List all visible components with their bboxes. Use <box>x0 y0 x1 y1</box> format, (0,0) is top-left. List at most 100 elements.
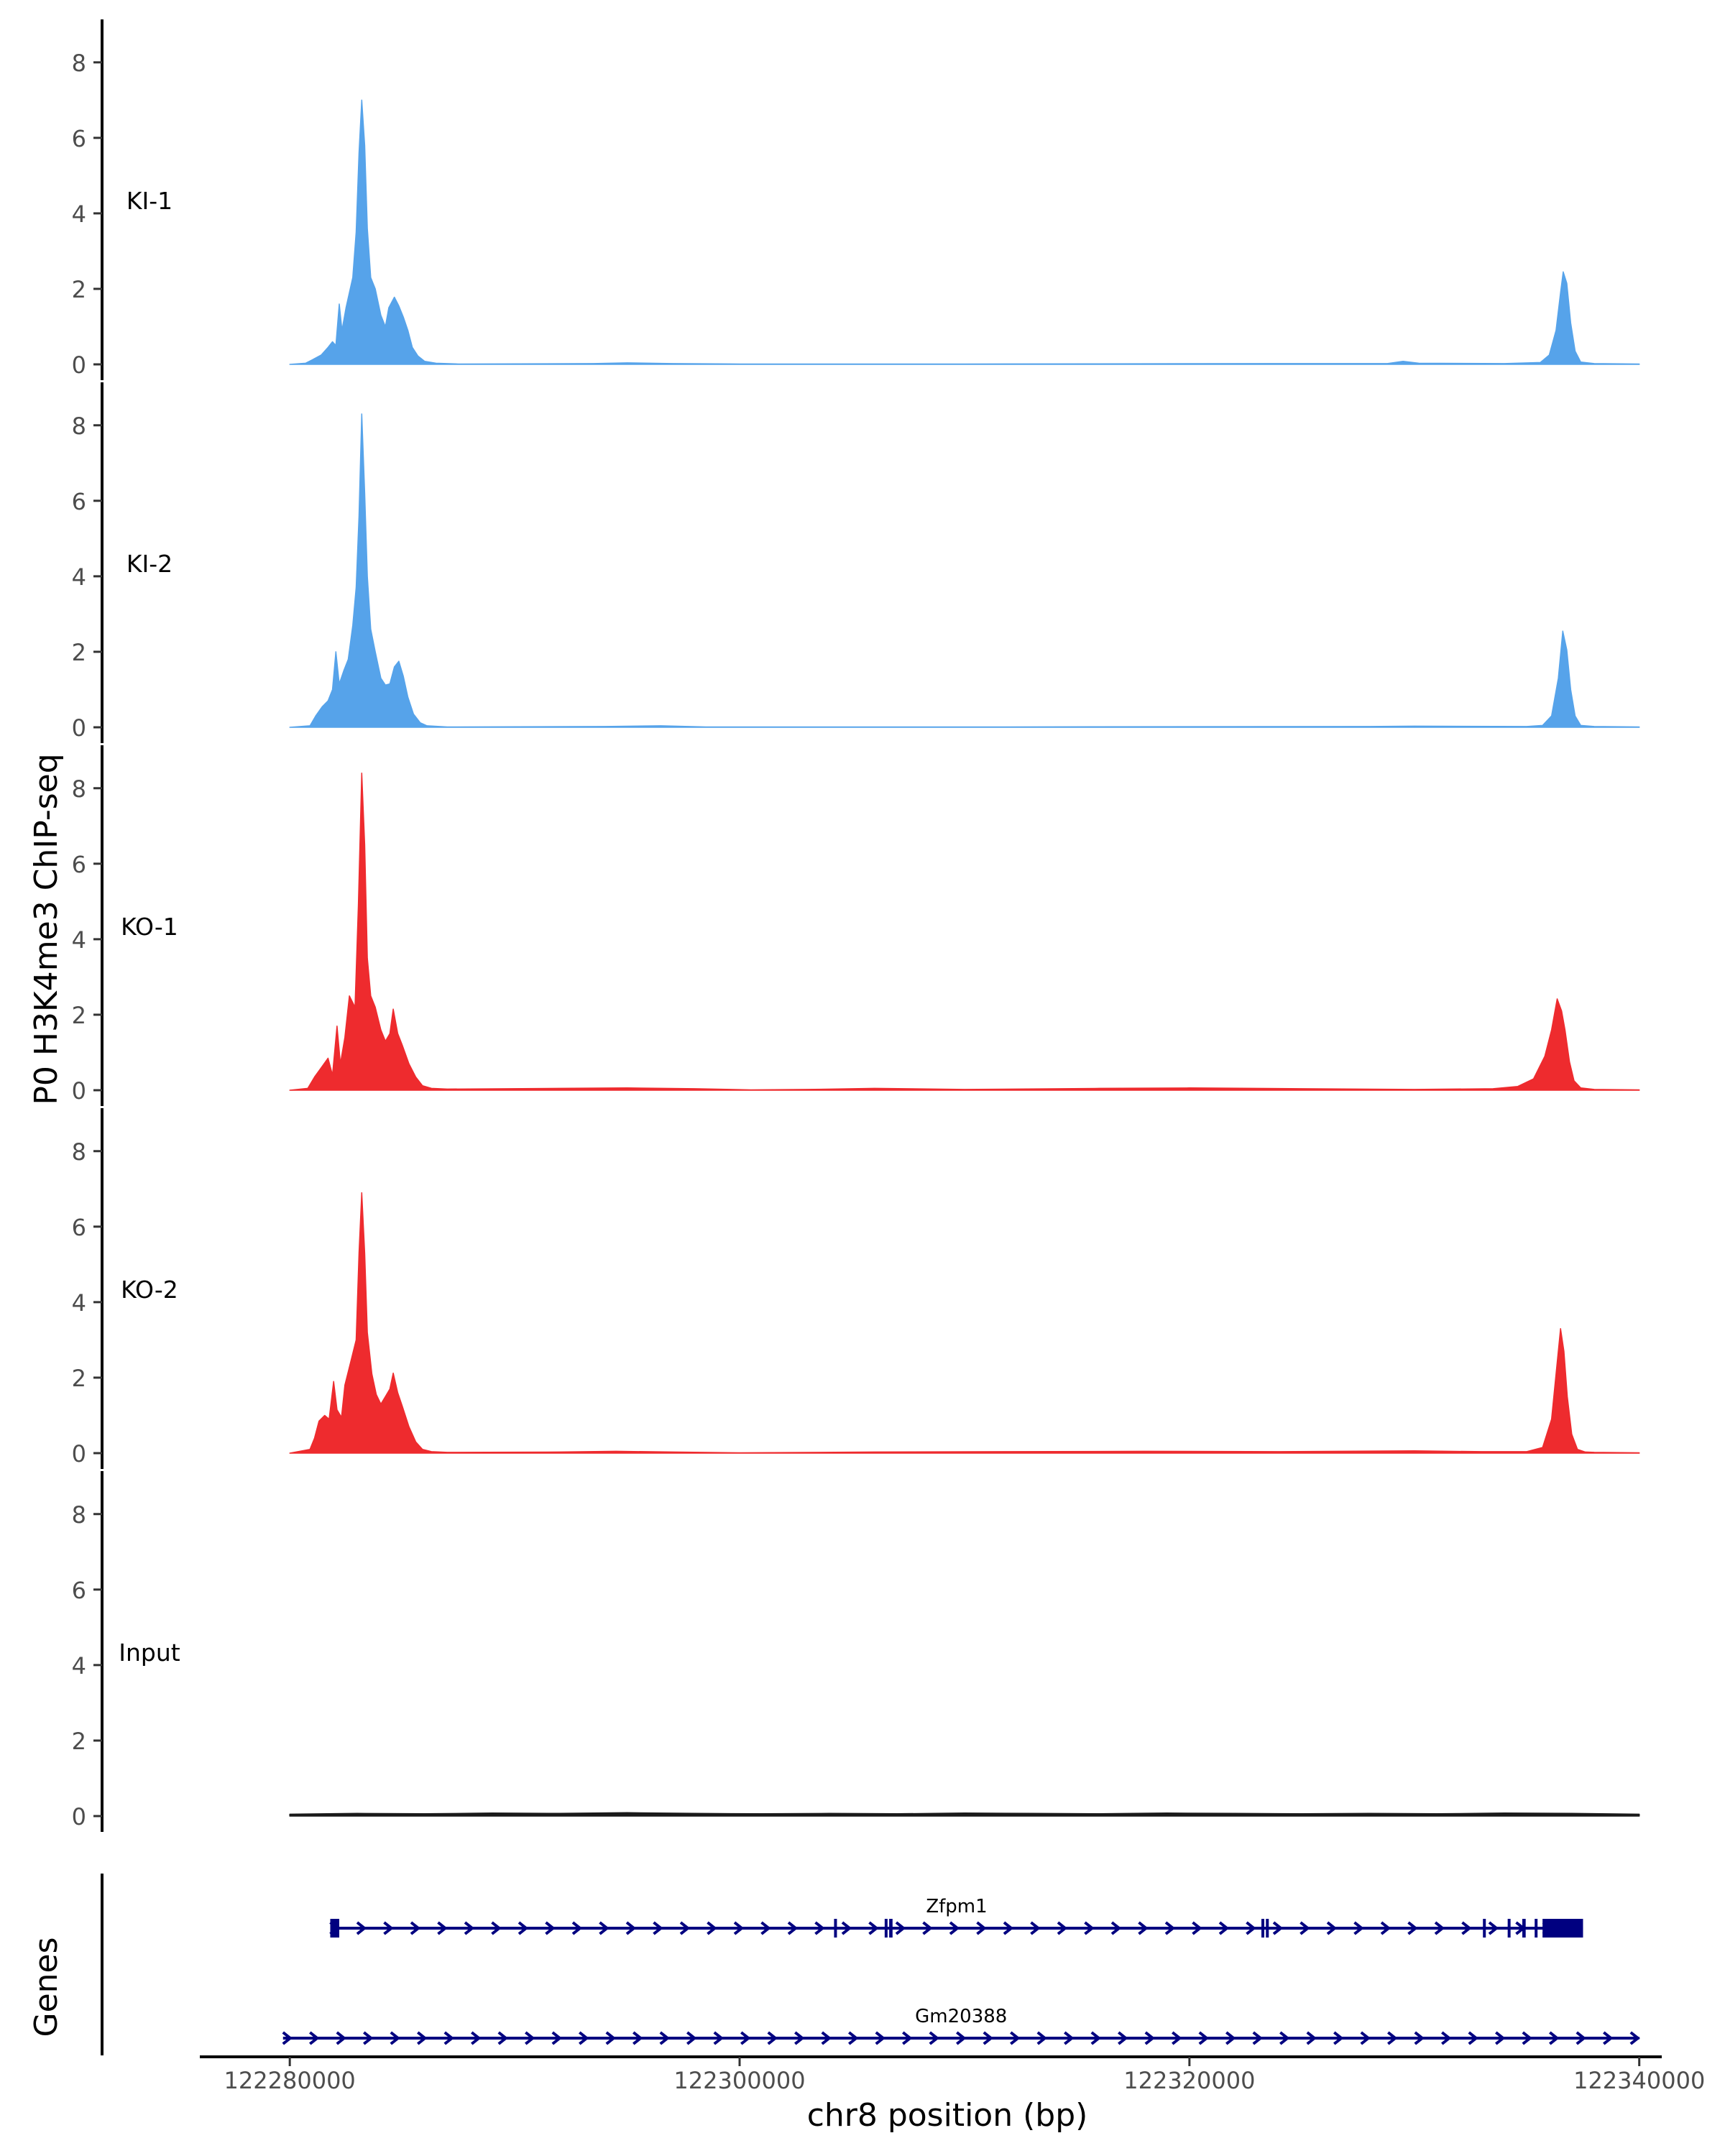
strand-arrow <box>1057 1921 1068 1935</box>
y-tick-label: 4 <box>72 1652 86 1680</box>
strand-arrow <box>1164 1921 1176 1935</box>
strand-arrow <box>410 1921 421 1935</box>
track-input: 0 2 4 6 8 Input <box>72 1471 1640 1832</box>
strand-arrow <box>1003 1921 1014 1935</box>
y-tick-label: 4 <box>72 563 86 591</box>
track-label: KO-1 <box>121 913 178 941</box>
exon <box>1261 1919 1264 1938</box>
strand-arrow <box>1192 1921 1202 1935</box>
strand-arrow <box>1434 1921 1445 1935</box>
exon <box>884 1919 888 1938</box>
gene-gm20388: Gm20388 <box>282 2006 1640 2045</box>
strand-arrow <box>417 2031 428 2045</box>
y-tick-label: 0 <box>72 1440 86 1468</box>
y-tick-label: 6 <box>72 851 86 878</box>
strand-arrow <box>336 2031 346 2045</box>
strand-arrow <box>437 1921 448 1935</box>
strand-arrow <box>787 1921 799 1935</box>
strand-arrow <box>1488 1921 1499 1935</box>
genes-label: Genes <box>28 1937 65 2037</box>
strand-arrow <box>1064 2031 1075 2045</box>
strand-arrow <box>1198 2031 1209 2045</box>
strand-arrow <box>579 2031 589 2045</box>
strand-arrow <box>841 1921 852 1935</box>
strand-arrow <box>1414 2031 1425 2045</box>
x-tick-label: 122280000 <box>224 2067 356 2094</box>
strand-arrow <box>1252 2031 1263 2045</box>
strand-arrow <box>1300 1921 1310 1935</box>
x-tick-label: 122300000 <box>673 2067 805 2094</box>
strand-arrow <box>632 2031 643 2045</box>
y-tick-label: 6 <box>72 125 86 152</box>
exon <box>1535 1919 1538 1938</box>
strand-arrow <box>1549 2031 1560 2045</box>
strand-arrow <box>1138 1921 1149 1935</box>
x-axis: chr8 position (bp) 122280000 122300000 122… <box>200 2055 1705 2134</box>
strand-arrow <box>1441 2031 1452 2045</box>
y-tick-label: 2 <box>72 1365 86 1392</box>
strand-arrow <box>929 2031 939 2045</box>
strand-arrow <box>545 1921 556 1935</box>
y-tick-label: 2 <box>72 1728 86 1755</box>
strand-arrow <box>659 2031 670 2045</box>
y-tick-label: 8 <box>72 413 86 440</box>
strand-arrow <box>653 1921 663 1935</box>
y-tick-label: 8 <box>72 1138 86 1166</box>
coverage-area <box>289 1192 1640 1454</box>
strand-arrow <box>599 1921 610 1935</box>
strand-arrow <box>1360 2031 1371 2045</box>
strand-arrow <box>1468 2031 1478 2045</box>
strand-arrow <box>1461 1921 1472 1935</box>
y-tick-label: 0 <box>72 1803 86 1830</box>
coverage-area <box>289 99 1640 365</box>
strand-arrow <box>1387 2031 1398 2045</box>
strand-arrow <box>471 2031 482 2045</box>
strand-arrow <box>1576 2031 1586 2045</box>
y-tick-label: 8 <box>72 775 86 803</box>
exon <box>834 1919 837 1938</box>
strand-arrow <box>1036 2031 1047 2045</box>
strand-arrow <box>1030 1921 1041 1935</box>
y-tick-label: 4 <box>72 926 86 954</box>
strand-arrow <box>1272 1921 1284 1935</box>
coverage-area <box>289 1812 1640 1817</box>
strand-arrow <box>491 1921 502 1935</box>
track-ki-2: 0 2 4 6 8 KI-2 <box>72 382 1640 743</box>
strand-arrow <box>1118 2031 1128 2045</box>
y-tick-label: 0 <box>72 1077 86 1105</box>
strand-arrow <box>707 1921 717 1935</box>
strand-arrow <box>1353 1921 1364 1935</box>
gene-name: Gm20388 <box>915 2006 1007 2027</box>
strand-arrow <box>760 1921 771 1935</box>
strand-arrow <box>1090 2031 1101 2045</box>
y-tick-label: 8 <box>72 50 86 77</box>
strand-arrow <box>1333 2031 1344 2045</box>
strand-arrow <box>443 2031 454 2045</box>
strand-arrow <box>848 2031 859 2045</box>
strand-arrow <box>1522 2031 1532 2045</box>
exon <box>330 1919 340 1938</box>
track-label: KI-2 <box>126 550 172 578</box>
strand-arrow <box>922 1921 933 1935</box>
strand-arrow <box>713 2031 724 2045</box>
strand-arrow <box>686 2031 697 2045</box>
strand-arrow <box>383 1921 394 1935</box>
exon <box>1483 1919 1486 1938</box>
y-tick-label: 6 <box>72 1577 86 1604</box>
strand-arrow <box>1326 1921 1338 1935</box>
y-axis-title: P0 H3K4me3 ChIP-seq <box>28 753 65 1105</box>
strand-arrow <box>814 1921 825 1935</box>
y-tick-label: 6 <box>72 488 86 515</box>
strand-arrow <box>895 1921 906 1935</box>
y-axis-title-text: P0 H3K4me3 ChIP-seq <box>28 753 65 1105</box>
coverage-area <box>289 413 1640 728</box>
gene-zfpm1: Zfpm1 <box>329 1896 1583 1938</box>
strand-arrow <box>949 1921 960 1935</box>
tracks: 0 2 4 6 8 KI-1 0 2 4 6 8 KI-2 0 2 4 6 8 KO-1 0 2 4 6 8 KO-2 0 2 4 6… <box>72 19 1640 1832</box>
strand-arrow <box>1306 2031 1317 2045</box>
strand-arrow <box>605 2031 616 2045</box>
strand-arrow <box>868 1921 879 1935</box>
strand-arrow <box>551 2031 562 2045</box>
strand-arrow <box>464 1921 475 1935</box>
